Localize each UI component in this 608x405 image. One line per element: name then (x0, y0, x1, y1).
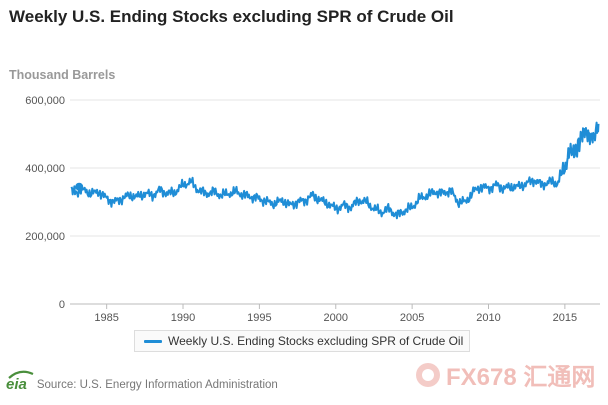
source-note: Source: U.S. Energy Information Administ… (36, 378, 278, 391)
x-tick-label: 2015 (553, 312, 577, 324)
eia-logo-text: eia (6, 376, 27, 393)
watermark: FX678 汇通网 (416, 357, 595, 392)
y-tick-label: 600,000 (25, 95, 65, 107)
chart-legend[interactable]: Weekly U.S. Ending Stocks excluding SPR … (134, 330, 470, 352)
x-tick-label: 1995 (247, 312, 271, 324)
watermark-text: FX678 汇通网 (446, 364, 596, 391)
y-tick-label: 0 (59, 299, 65, 311)
x-tick-label: 1990 (171, 312, 195, 324)
y-axis-unit-label: Thousand Barrels (9, 68, 116, 82)
legend-label: Weekly U.S. Ending Stocks excluding SPR … (168, 334, 464, 348)
chart-title: Weekly U.S. Ending Stocks excluding SPR … (9, 7, 454, 26)
series-layer (70, 121, 600, 220)
chart-plot: 0 200,000 400,000 600,000 1985 1990 1995 2000 20… (25, 95, 600, 324)
x-tick-label: 2010 (476, 312, 500, 324)
footer: eia Source: U.S. Energy Information Admi… (6, 370, 278, 393)
y-tick-label: 400,000 (25, 163, 65, 175)
series-line-crude-oil-stocks (70, 121, 600, 220)
y-tick-label: 200,000 (25, 231, 65, 243)
eia-swoosh-icon (8, 370, 34, 379)
axes: 0 200,000 400,000 600,000 1985 1990 1995 2000 20… (25, 95, 577, 324)
gridlines (70, 99, 600, 305)
x-tick-label: 2000 (324, 312, 348, 324)
legend-line-icon (144, 339, 162, 343)
x-tick-label: 2005 (400, 312, 424, 324)
series-marker-point (75, 182, 84, 191)
eia-logo: eia (6, 370, 34, 393)
watermark-logo-icon (416, 362, 440, 387)
x-tick-label: 1985 (94, 312, 118, 324)
